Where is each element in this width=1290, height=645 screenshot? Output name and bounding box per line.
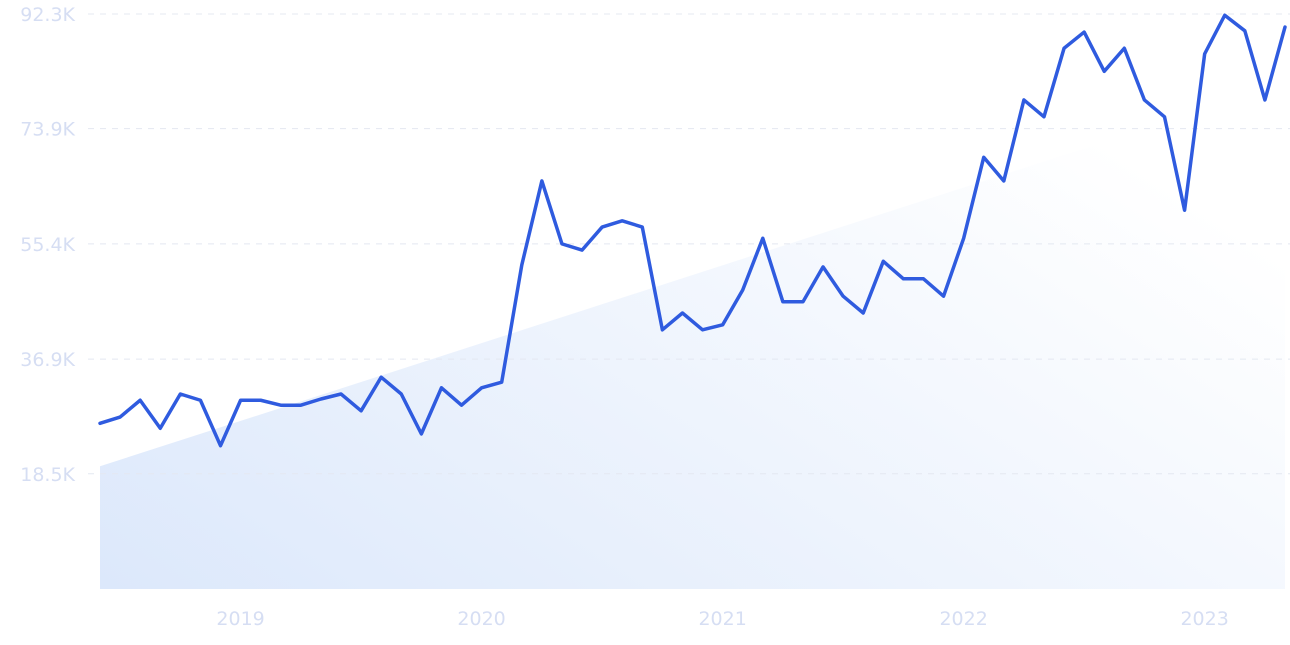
trend-area — [100, 83, 1285, 589]
y-tick-label: 73.9K — [20, 119, 75, 141]
x-tick-label: 2021 — [698, 608, 746, 630]
x-tick-label: 2023 — [1180, 608, 1228, 630]
y-tick-label: 55.4K — [20, 234, 75, 256]
y-tick-label: 92.3K — [20, 4, 75, 26]
x-tick-label: 2019 — [216, 608, 264, 630]
x-tick-label: 2022 — [939, 608, 987, 630]
y-tick-label: 36.9K — [20, 349, 75, 371]
x-tick-label: 2020 — [457, 608, 505, 630]
y-tick-label: 18.5K — [20, 464, 75, 486]
line — [98, 13, 1287, 448]
